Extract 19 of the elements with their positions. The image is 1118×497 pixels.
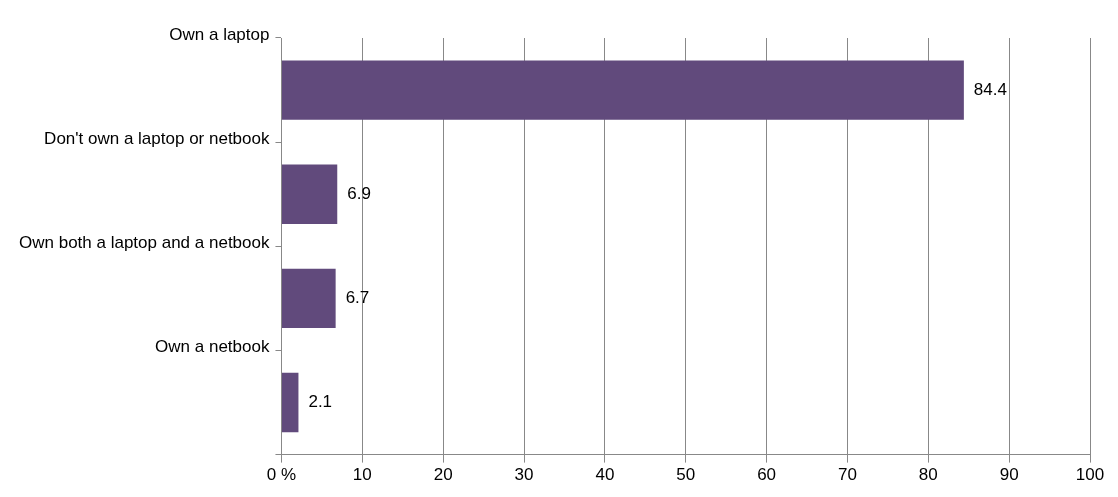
y-tick-label: Don't own a laptop or netbook (44, 128, 270, 148)
x-tick-label: 10 (352, 465, 372, 485)
x-tick-label: 50 (676, 465, 696, 485)
x-tick-label: 40 (595, 465, 615, 485)
y-tick-label: Own a netbook (155, 337, 270, 357)
x-tick-label: 70 (837, 465, 857, 485)
x-tick-label: 80 (918, 465, 938, 485)
x-tick-label: 20 (433, 465, 453, 485)
y-tick-label: Own both a laptop and a netbook (19, 233, 270, 253)
data-label: 84.4 (973, 79, 1007, 99)
x-tick-label: 0 % (266, 465, 297, 485)
data-label: 2.1 (308, 392, 333, 412)
x-tick-label: 60 (757, 465, 777, 485)
y-tick-label: Own a laptop (169, 24, 270, 44)
x-tick-label: 100 (1075, 465, 1105, 485)
data-label: 6.7 (345, 288, 370, 308)
data-label: 6.9 (347, 183, 371, 203)
x-tick-label: 30 (514, 465, 534, 485)
x-tick-label: 90 (999, 465, 1019, 485)
